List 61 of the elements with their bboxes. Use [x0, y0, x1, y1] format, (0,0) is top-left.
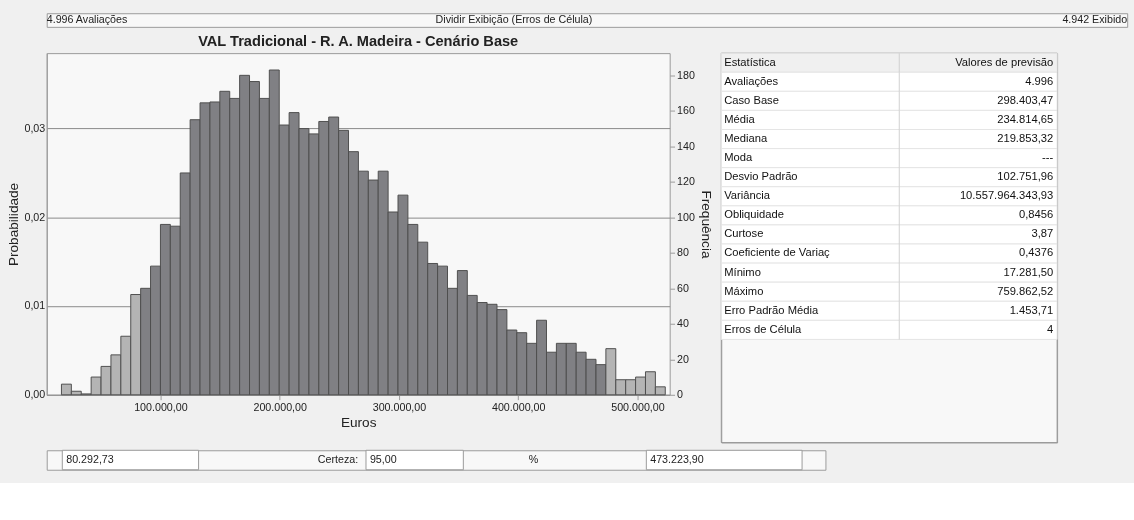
x-axis-title: Euros: [340, 415, 377, 431]
text: Dividir Exibição (Erros de Célula): [435, 12, 593, 25]
text: 3,87: [1031, 227, 1054, 240]
text: 219.853,32: [997, 131, 1054, 144]
text: 95,00: [369, 452, 397, 465]
text: ---: [1042, 151, 1054, 164]
y-axis-title: Probabilidade: [5, 182, 21, 267]
text: Valores de previsão: [955, 55, 1054, 68]
x-tick-label: 200.000,00: [253, 400, 307, 413]
chart-title: VAL Tradicional - R. A. Madeira - Cenário Base: [198, 33, 519, 50]
text: Mínimo: [724, 265, 761, 278]
text: 4.942 Exibido: [1062, 12, 1128, 25]
text: 102.751,96: [997, 170, 1054, 183]
text: Certeza:: [317, 452, 359, 465]
text: 4.996 Avaliações: [46, 12, 128, 25]
text: 4: [1046, 322, 1054, 335]
text: %: [528, 452, 539, 465]
y2-tick-label: 120: [676, 175, 695, 188]
text: Média: [724, 112, 756, 125]
x-tick-label: 100.000,00: [134, 400, 188, 413]
text: 4.996: [1025, 74, 1054, 87]
y-tick-label: 0,00: [24, 388, 46, 401]
text: 234.814,65: [997, 112, 1054, 125]
y-tick-label: 0,03: [24, 121, 46, 134]
y2-tick-label: 180: [676, 68, 695, 81]
text: 10.557.964.343,93: [959, 189, 1054, 202]
text: Obliquidade: [724, 208, 784, 221]
text: Moda: [724, 151, 753, 164]
text: 80.292,73: [66, 452, 114, 465]
y2-tick-label: 160: [676, 104, 695, 117]
x-tick-label: 500.000,00: [611, 400, 665, 413]
text: Caso Base: [724, 93, 779, 106]
text: Desvio Padrão: [724, 170, 798, 183]
y2-tick-label: 40: [676, 317, 689, 330]
text: Variância: [724, 189, 771, 202]
text: 473.223,90: [650, 452, 704, 465]
x-tick-label: 300.000,00: [372, 400, 427, 413]
text: 1.453,71: [1009, 303, 1054, 316]
text: 298.403,47: [997, 93, 1054, 106]
text: Erro Padrão Média: [724, 303, 819, 316]
text: 17.281,50: [1003, 265, 1054, 278]
text: Estatística: [724, 55, 777, 68]
y-tick-label: 0,02: [24, 210, 46, 223]
text: Coeficiente de Variaç: [724, 246, 831, 259]
text: 0,4376: [1018, 246, 1054, 259]
y2-tick-label: 60: [676, 281, 689, 294]
y2-tick-label: 140: [676, 139, 695, 152]
text: 759.862,52: [997, 284, 1054, 297]
text: Erros de Célula: [724, 322, 803, 335]
text: Curtose: [724, 227, 764, 240]
x-tick-label: 400.000,00: [491, 400, 546, 413]
y2-tick-label: 80: [676, 246, 689, 259]
text: Avaliações: [724, 74, 779, 87]
text: Mediana: [724, 131, 768, 144]
y-tick-label: 0,01: [24, 299, 46, 312]
y2-tick-label: 100: [676, 210, 695, 223]
y2-tick-label: 20: [676, 352, 689, 365]
y2-tick-label: 0: [676, 388, 683, 401]
text: Máximo: [724, 284, 764, 297]
y2-axis-title: Frequência: [698, 190, 714, 259]
text: 0,8456: [1018, 208, 1054, 221]
